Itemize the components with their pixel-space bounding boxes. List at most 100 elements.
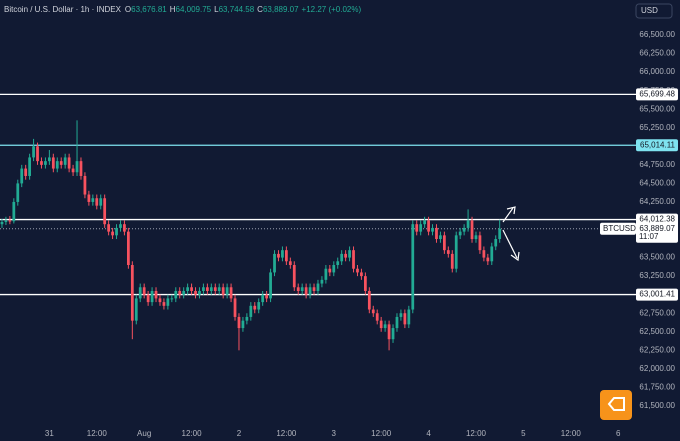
candle-body <box>300 287 304 291</box>
y-tick-label: 62,250.00 <box>639 345 675 354</box>
candle-body <box>16 183 20 202</box>
level-label-box <box>636 213 678 226</box>
level-label-box <box>636 139 678 152</box>
candle-body <box>8 220 12 222</box>
logo-icon <box>607 397 625 411</box>
y-tick-label: 62,750.00 <box>639 308 675 317</box>
candle-body <box>202 287 205 291</box>
countdown: 11:07 <box>639 232 659 241</box>
candle-body <box>67 157 71 169</box>
candle-body <box>399 313 403 317</box>
candle-body <box>265 294 269 299</box>
last-price-box <box>600 222 636 235</box>
candle-body <box>442 235 446 251</box>
candle-body <box>99 198 103 206</box>
x-tick-label: 12:00 <box>371 429 392 438</box>
level-label-box <box>636 88 678 101</box>
last-price-symbol: BTCUSD <box>603 224 636 233</box>
candle-body <box>269 272 272 299</box>
candle-body <box>383 324 387 329</box>
candle-body <box>59 161 63 165</box>
y-tick-label: 62,500.00 <box>639 327 675 336</box>
candle-body <box>423 220 427 225</box>
candle-body <box>411 224 415 310</box>
y-tick-label: 63,250.00 <box>639 271 675 280</box>
logo[interactable] <box>600 390 632 420</box>
y-tick-label: 66,500.00 <box>639 30 675 39</box>
candle-body <box>0 221 4 225</box>
candle-body <box>158 298 162 303</box>
candle-body <box>395 316 399 329</box>
candle-body <box>209 287 213 291</box>
y-tick-label: 65,250.00 <box>639 123 675 132</box>
candle-body <box>221 287 225 295</box>
candle-body <box>229 287 233 299</box>
candle-body <box>87 194 91 202</box>
candle-body <box>415 224 419 232</box>
candle-body <box>419 224 423 232</box>
candle-body <box>253 305 257 310</box>
level-label: 65,014.11 <box>640 140 676 149</box>
x-tick-label: 12:00 <box>276 429 297 438</box>
x-tick-label: 12:00 <box>466 429 487 438</box>
candle-body <box>431 227 434 232</box>
candle-body <box>486 257 490 262</box>
candle-body <box>166 298 170 306</box>
candle-body <box>466 220 470 228</box>
candle-body <box>360 272 363 277</box>
candle-body <box>435 227 438 240</box>
candle-body <box>257 302 261 310</box>
candle-body <box>261 294 265 303</box>
candle-body <box>273 253 276 273</box>
last-price-value-box <box>636 222 678 243</box>
candle-body <box>71 168 75 173</box>
candle-body <box>391 328 395 340</box>
candle-body <box>123 224 126 232</box>
y-tick-label: 63,500.00 <box>639 253 675 262</box>
candle-body <box>182 290 186 295</box>
last-price-value: 63,889.07 <box>639 224 675 233</box>
candle-body <box>79 161 83 176</box>
currency-label[interactable]: USD <box>641 6 658 15</box>
level-label-box <box>636 288 678 301</box>
candle-body <box>312 287 316 291</box>
ohlc-key: O <box>125 5 131 14</box>
ohlc-value: 63,889.07 <box>263 5 299 14</box>
candle-body <box>170 298 174 300</box>
candle-body <box>95 198 99 206</box>
candle-body <box>198 290 201 295</box>
candle-body <box>28 157 32 176</box>
candle-body <box>332 265 336 273</box>
x-tick-label: 12:00 <box>87 429 108 438</box>
candle-body <box>32 146 35 158</box>
arrow-down-head <box>510 251 520 262</box>
candle-body <box>356 268 359 273</box>
candle-body <box>126 231 130 266</box>
candle-body <box>387 324 391 340</box>
candle-body <box>162 302 166 306</box>
y-tick-label: 64,750.00 <box>639 160 675 169</box>
currency-button[interactable] <box>635 3 673 19</box>
candle-body <box>245 316 249 321</box>
candle-body <box>284 250 288 262</box>
candle-body <box>233 298 237 317</box>
candle-body <box>213 287 217 291</box>
y-tick-label: 66,000.00 <box>639 67 675 76</box>
x-tick-label: 6 <box>616 429 621 438</box>
candle-body <box>205 287 209 291</box>
candle-body <box>439 235 442 240</box>
candle-body <box>51 157 55 169</box>
candle-body <box>288 261 292 266</box>
candle-body <box>63 157 67 165</box>
y-tick-label: 66,250.00 <box>639 49 675 58</box>
candle-body <box>324 268 328 280</box>
candle-body <box>190 287 193 291</box>
candle-body <box>367 290 371 310</box>
candle-body <box>478 235 482 251</box>
candle-body <box>281 250 284 258</box>
arrow-up-head <box>506 206 516 215</box>
candle-body <box>352 250 355 269</box>
candle-body <box>225 287 229 295</box>
candle-body <box>20 168 24 184</box>
candle-body <box>363 276 367 291</box>
